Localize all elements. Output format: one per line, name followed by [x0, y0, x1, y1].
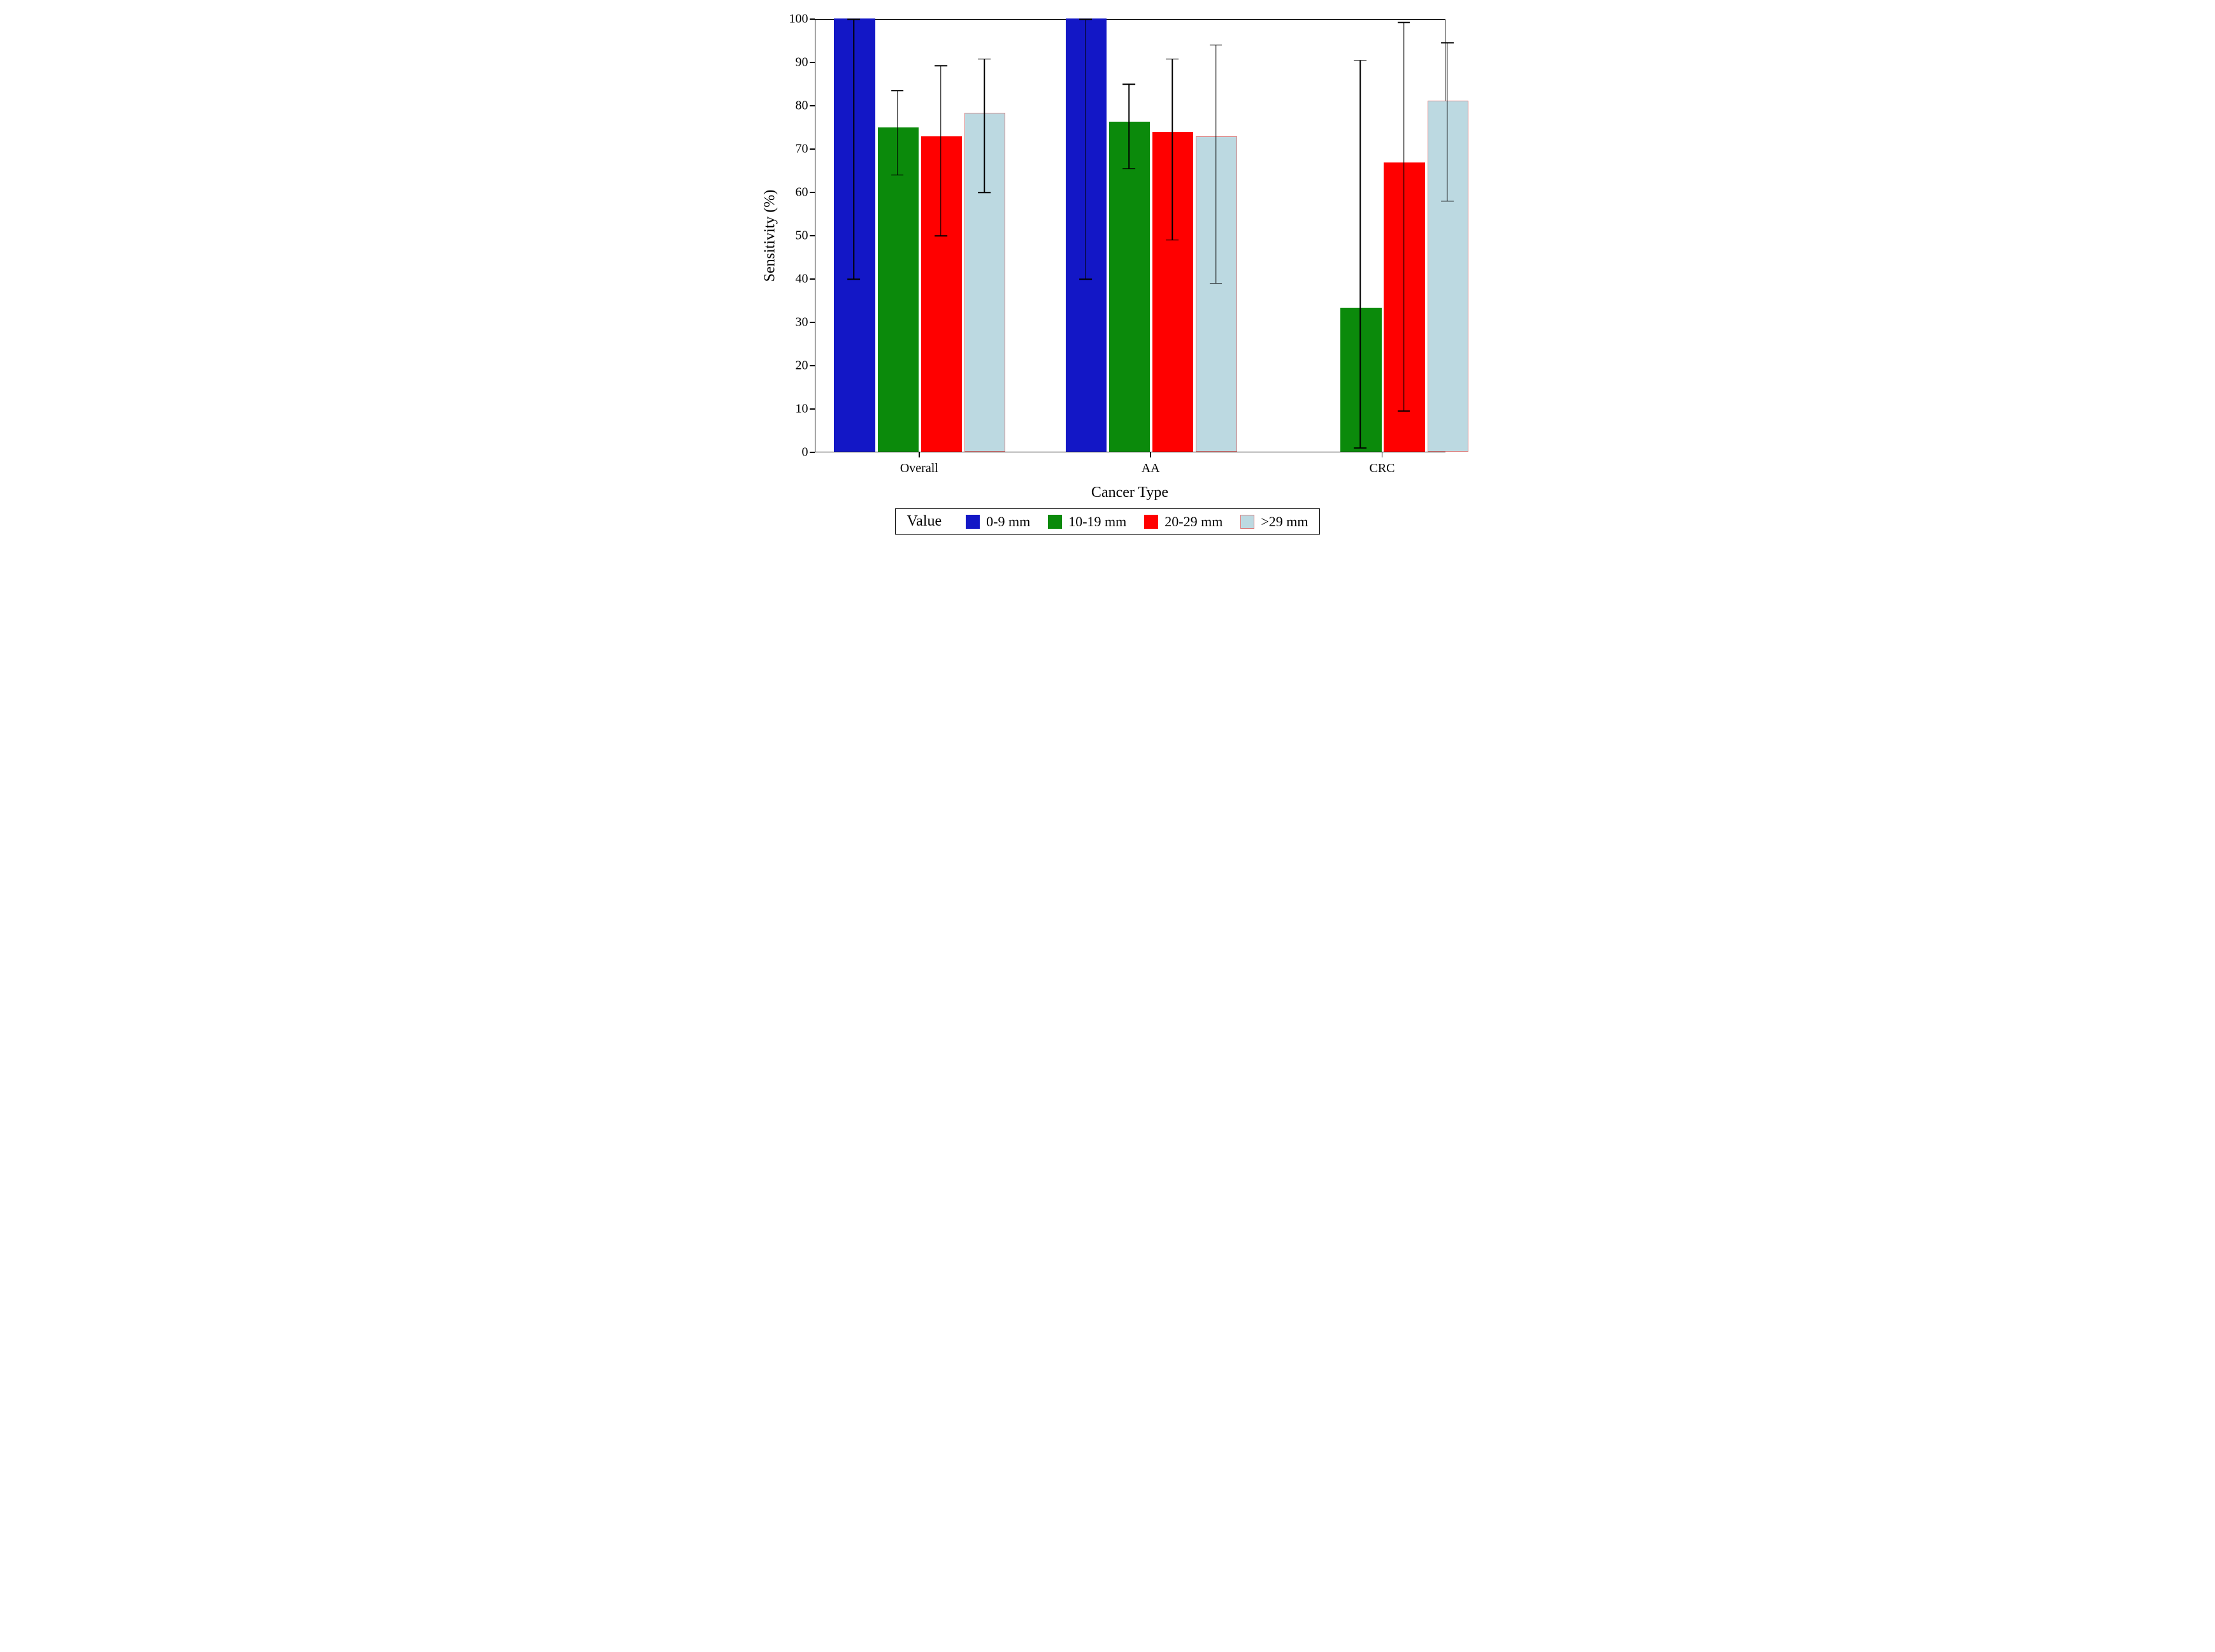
legend: Value 0-9 mm 10-19 mm 20-29 mm >29 mm: [895, 508, 1321, 535]
error-cap: [1398, 411, 1410, 412]
x-tick-label: CRC: [1369, 461, 1394, 476]
error-bar: [897, 90, 898, 175]
bar: [921, 136, 962, 452]
legend-label: >29 mm: [1261, 514, 1308, 530]
y-tick-label: 60: [787, 185, 808, 200]
error-bar: [1360, 61, 1361, 449]
error-cap: [1079, 18, 1092, 20]
y-tick-label: 70: [787, 142, 808, 157]
error-cap: [1210, 45, 1222, 46]
legend-label: 20-29 mm: [1165, 514, 1222, 530]
y-tick-label: 90: [787, 55, 808, 70]
x-tick-label: Overall: [900, 461, 938, 476]
y-tick-mark: [810, 235, 815, 236]
y-tick-label: 50: [787, 229, 808, 243]
y-tick-mark: [810, 322, 815, 323]
error-bar: [1447, 43, 1448, 201]
error-bar: [1172, 59, 1173, 240]
error-bar: [1085, 19, 1086, 279]
y-tick-label: 0: [787, 445, 808, 460]
y-tick-label: 10: [787, 402, 808, 417]
y-tick-label: 100: [787, 12, 808, 27]
bar: [1152, 132, 1193, 452]
error-bar: [940, 66, 942, 236]
error-cap: [1122, 168, 1135, 169]
legend-swatch: [1240, 515, 1254, 529]
y-tick-mark: [810, 62, 815, 63]
error-cap: [1441, 43, 1454, 44]
chart-box: Sensitivity (%) Cancer Type 010203040506…: [757, 13, 1458, 497]
error-cap: [1398, 22, 1410, 24]
y-axis-label: Sensitivity (%): [761, 190, 778, 282]
legend-item: 10-19 mm: [1048, 514, 1126, 530]
bar: [1109, 122, 1150, 452]
error-cap: [978, 59, 991, 60]
error-bar: [984, 59, 986, 192]
bar: [1384, 162, 1424, 452]
error-bar: [1128, 84, 1129, 169]
error-cap: [1122, 83, 1135, 85]
y-tick-label: 80: [787, 99, 808, 113]
error-cap: [891, 175, 904, 176]
error-cap: [1210, 283, 1222, 284]
legend-label: 0-9 mm: [986, 514, 1030, 530]
x-tick-mark: [1150, 452, 1151, 457]
y-tick-mark: [810, 452, 815, 453]
error-cap: [1166, 240, 1179, 241]
bar: [1340, 308, 1381, 452]
error-cap: [1441, 201, 1454, 202]
y-tick-mark: [810, 278, 815, 280]
error-cap: [847, 18, 860, 20]
bar: [1428, 101, 1468, 452]
y-tick-mark: [810, 18, 815, 20]
error-cap: [935, 66, 947, 67]
error-bar: [1215, 45, 1217, 284]
error-cap: [1166, 59, 1179, 60]
legend-swatch: [1048, 515, 1062, 529]
error-cap: [891, 90, 904, 91]
x-tick-label: AA: [1142, 461, 1160, 476]
error-bar: [1403, 22, 1405, 411]
y-tick-mark: [810, 105, 815, 106]
legend-item: 0-9 mm: [966, 514, 1030, 530]
legend-item: 20-29 mm: [1144, 514, 1222, 530]
legend-item: >29 mm: [1240, 514, 1308, 530]
error-cap: [1354, 60, 1366, 61]
x-tick-mark: [919, 452, 920, 457]
error-cap: [1354, 447, 1366, 449]
legend-title: Value: [907, 513, 942, 530]
legend-swatch: [1144, 515, 1158, 529]
bar: [834, 18, 875, 452]
y-tick-mark: [810, 192, 815, 193]
y-tick-mark: [810, 408, 815, 410]
x-axis-label: Cancer Type: [1091, 484, 1168, 501]
bar: [1066, 18, 1107, 452]
legend-swatch: [966, 515, 980, 529]
bar: [1196, 136, 1237, 452]
y-tick-mark: [810, 148, 815, 150]
error-bar: [854, 19, 855, 279]
y-tick-label: 40: [787, 272, 808, 287]
error-cap: [1079, 278, 1092, 280]
x-tick-mark: [1382, 452, 1383, 457]
y-tick-label: 20: [787, 359, 808, 373]
legend-label: 10-19 mm: [1068, 514, 1126, 530]
error-cap: [935, 235, 947, 236]
bar: [878, 127, 919, 452]
bar: [964, 113, 1005, 452]
chart-container: Sensitivity (%) Cancer Type 0 10 20 30 40 50 6…: [726, 13, 1490, 535]
y-tick-label: 30: [787, 315, 808, 330]
error-cap: [978, 192, 991, 193]
error-cap: [847, 278, 860, 280]
y-tick-mark: [810, 365, 815, 366]
